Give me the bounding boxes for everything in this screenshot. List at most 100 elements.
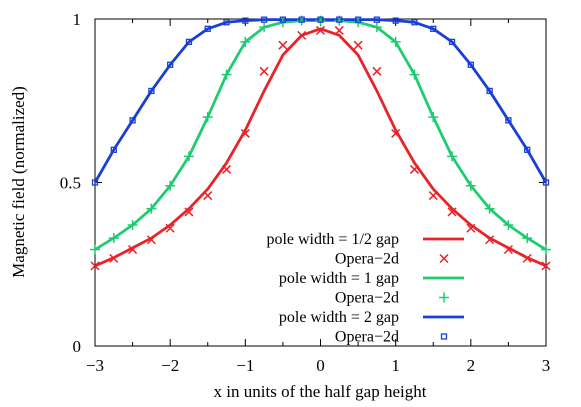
series-3-point [447, 151, 458, 162]
series-3-point [371, 22, 382, 33]
series-5-point [392, 17, 399, 24]
x-tick-label: −3 [86, 356, 104, 375]
legend: pole width = 1/2 gap Opera−2d pole width =… [266, 231, 464, 346]
series-5-point [279, 16, 287, 23]
series-5-point [354, 16, 362, 23]
series-1-point [128, 245, 138, 255]
series-1-point [485, 235, 495, 245]
legend-label: Opera−2d [335, 329, 399, 346]
series-5-point [486, 87, 493, 95]
series-1-point [146, 235, 156, 245]
series-5-point [260, 16, 268, 23]
axis-ticks [94, 18, 547, 347]
series-3-point [146, 203, 157, 214]
series-1-point [165, 223, 175, 233]
y-tick-label: 0.5 [60, 174, 81, 193]
series-line-4 [93, 18, 548, 184]
y-axis-label: Magnetic field (normalized) [9, 86, 28, 278]
x-tick-label: 1 [391, 356, 400, 375]
series-5-point [430, 25, 437, 32]
x-axis-label: x in units of the half gap height [214, 382, 427, 401]
series-5-point [524, 146, 531, 153]
legend-marker-swatch [440, 333, 448, 340]
x-tick-label: −1 [236, 356, 254, 375]
series-1-point [391, 128, 401, 138]
series-1-point [259, 66, 269, 76]
series-5-point [336, 16, 343, 23]
series-3-point [503, 220, 514, 231]
series-1-point [184, 207, 194, 217]
series-1-point [278, 40, 288, 50]
series-5-point [467, 61, 474, 68]
series-1-point [222, 164, 232, 174]
series-5-point [185, 38, 193, 46]
legend-label: Opera−2d [335, 290, 399, 307]
tick-labels: −3 −2 −1 0 1 2 3 0 0.5 1 [60, 10, 551, 375]
series-1-point [203, 191, 213, 201]
y-tick-label: 1 [73, 10, 82, 29]
series-1-point [503, 245, 513, 255]
series-5-point [148, 87, 155, 95]
series-5-point [505, 117, 512, 124]
y-tick-label: 0 [73, 337, 82, 356]
series-3-point [221, 69, 232, 80]
series-3-point [259, 22, 270, 33]
series-5-point [223, 19, 230, 26]
x-tick-label: −2 [161, 356, 179, 375]
series-1-point [409, 164, 419, 174]
series-5-point [542, 179, 550, 186]
series-5-point [242, 17, 249, 24]
series-3-point [541, 244, 551, 255]
series-1-point [372, 66, 382, 76]
series-5-point [373, 16, 381, 23]
series-markers [90, 15, 551, 271]
series-5-point [317, 16, 324, 23]
series-1-point [466, 223, 476, 233]
series-3-point [108, 233, 119, 244]
series-1-point [109, 253, 119, 263]
legend-label: Opera−2d [335, 251, 399, 268]
series-1-point [334, 25, 344, 35]
series-5-point [167, 61, 174, 68]
series-1-point [428, 191, 438, 201]
legend-marker-swatch [439, 253, 449, 264]
series-5-point [129, 117, 136, 124]
series-3-point [165, 180, 176, 191]
series-3-point [127, 220, 138, 231]
series-3-point [465, 180, 476, 191]
series-5-point [298, 16, 305, 23]
series-3-point [409, 69, 420, 80]
x-tick-label: 2 [467, 356, 476, 375]
x-tick-label: 0 [316, 356, 325, 375]
series-1-point [541, 261, 551, 271]
series-line-2 [94, 19, 547, 251]
series-5-point [448, 38, 456, 46]
series-1-point [522, 253, 532, 263]
series-1-point [240, 128, 250, 138]
x-tick-label: 3 [542, 356, 551, 375]
series-3-point [390, 36, 401, 47]
series-line-0 [94, 27, 547, 268]
series-3-point [522, 233, 533, 244]
series-3-point [428, 112, 439, 123]
series-1-point [297, 30, 307, 40]
series-1-point [447, 207, 457, 217]
series-5-point [204, 25, 211, 32]
series-5-point [411, 19, 418, 26]
series-3-point [484, 203, 495, 214]
legend-label: pole width = 1/2 gap [266, 231, 399, 248]
series-3-point [240, 36, 251, 47]
legend-marker-swatch [439, 292, 449, 303]
series-3-point [202, 112, 213, 123]
series-lines [93, 18, 548, 268]
legend-label: pole width = 2 gap [279, 309, 399, 326]
plot-frame [94, 18, 547, 347]
legend-label: pole width = 1 gap [279, 270, 399, 287]
series-1-point [353, 40, 363, 50]
series-1-point [90, 261, 100, 271]
series-5-point [110, 146, 117, 153]
series-1-point [315, 25, 326, 35]
series-3-point [90, 244, 100, 255]
